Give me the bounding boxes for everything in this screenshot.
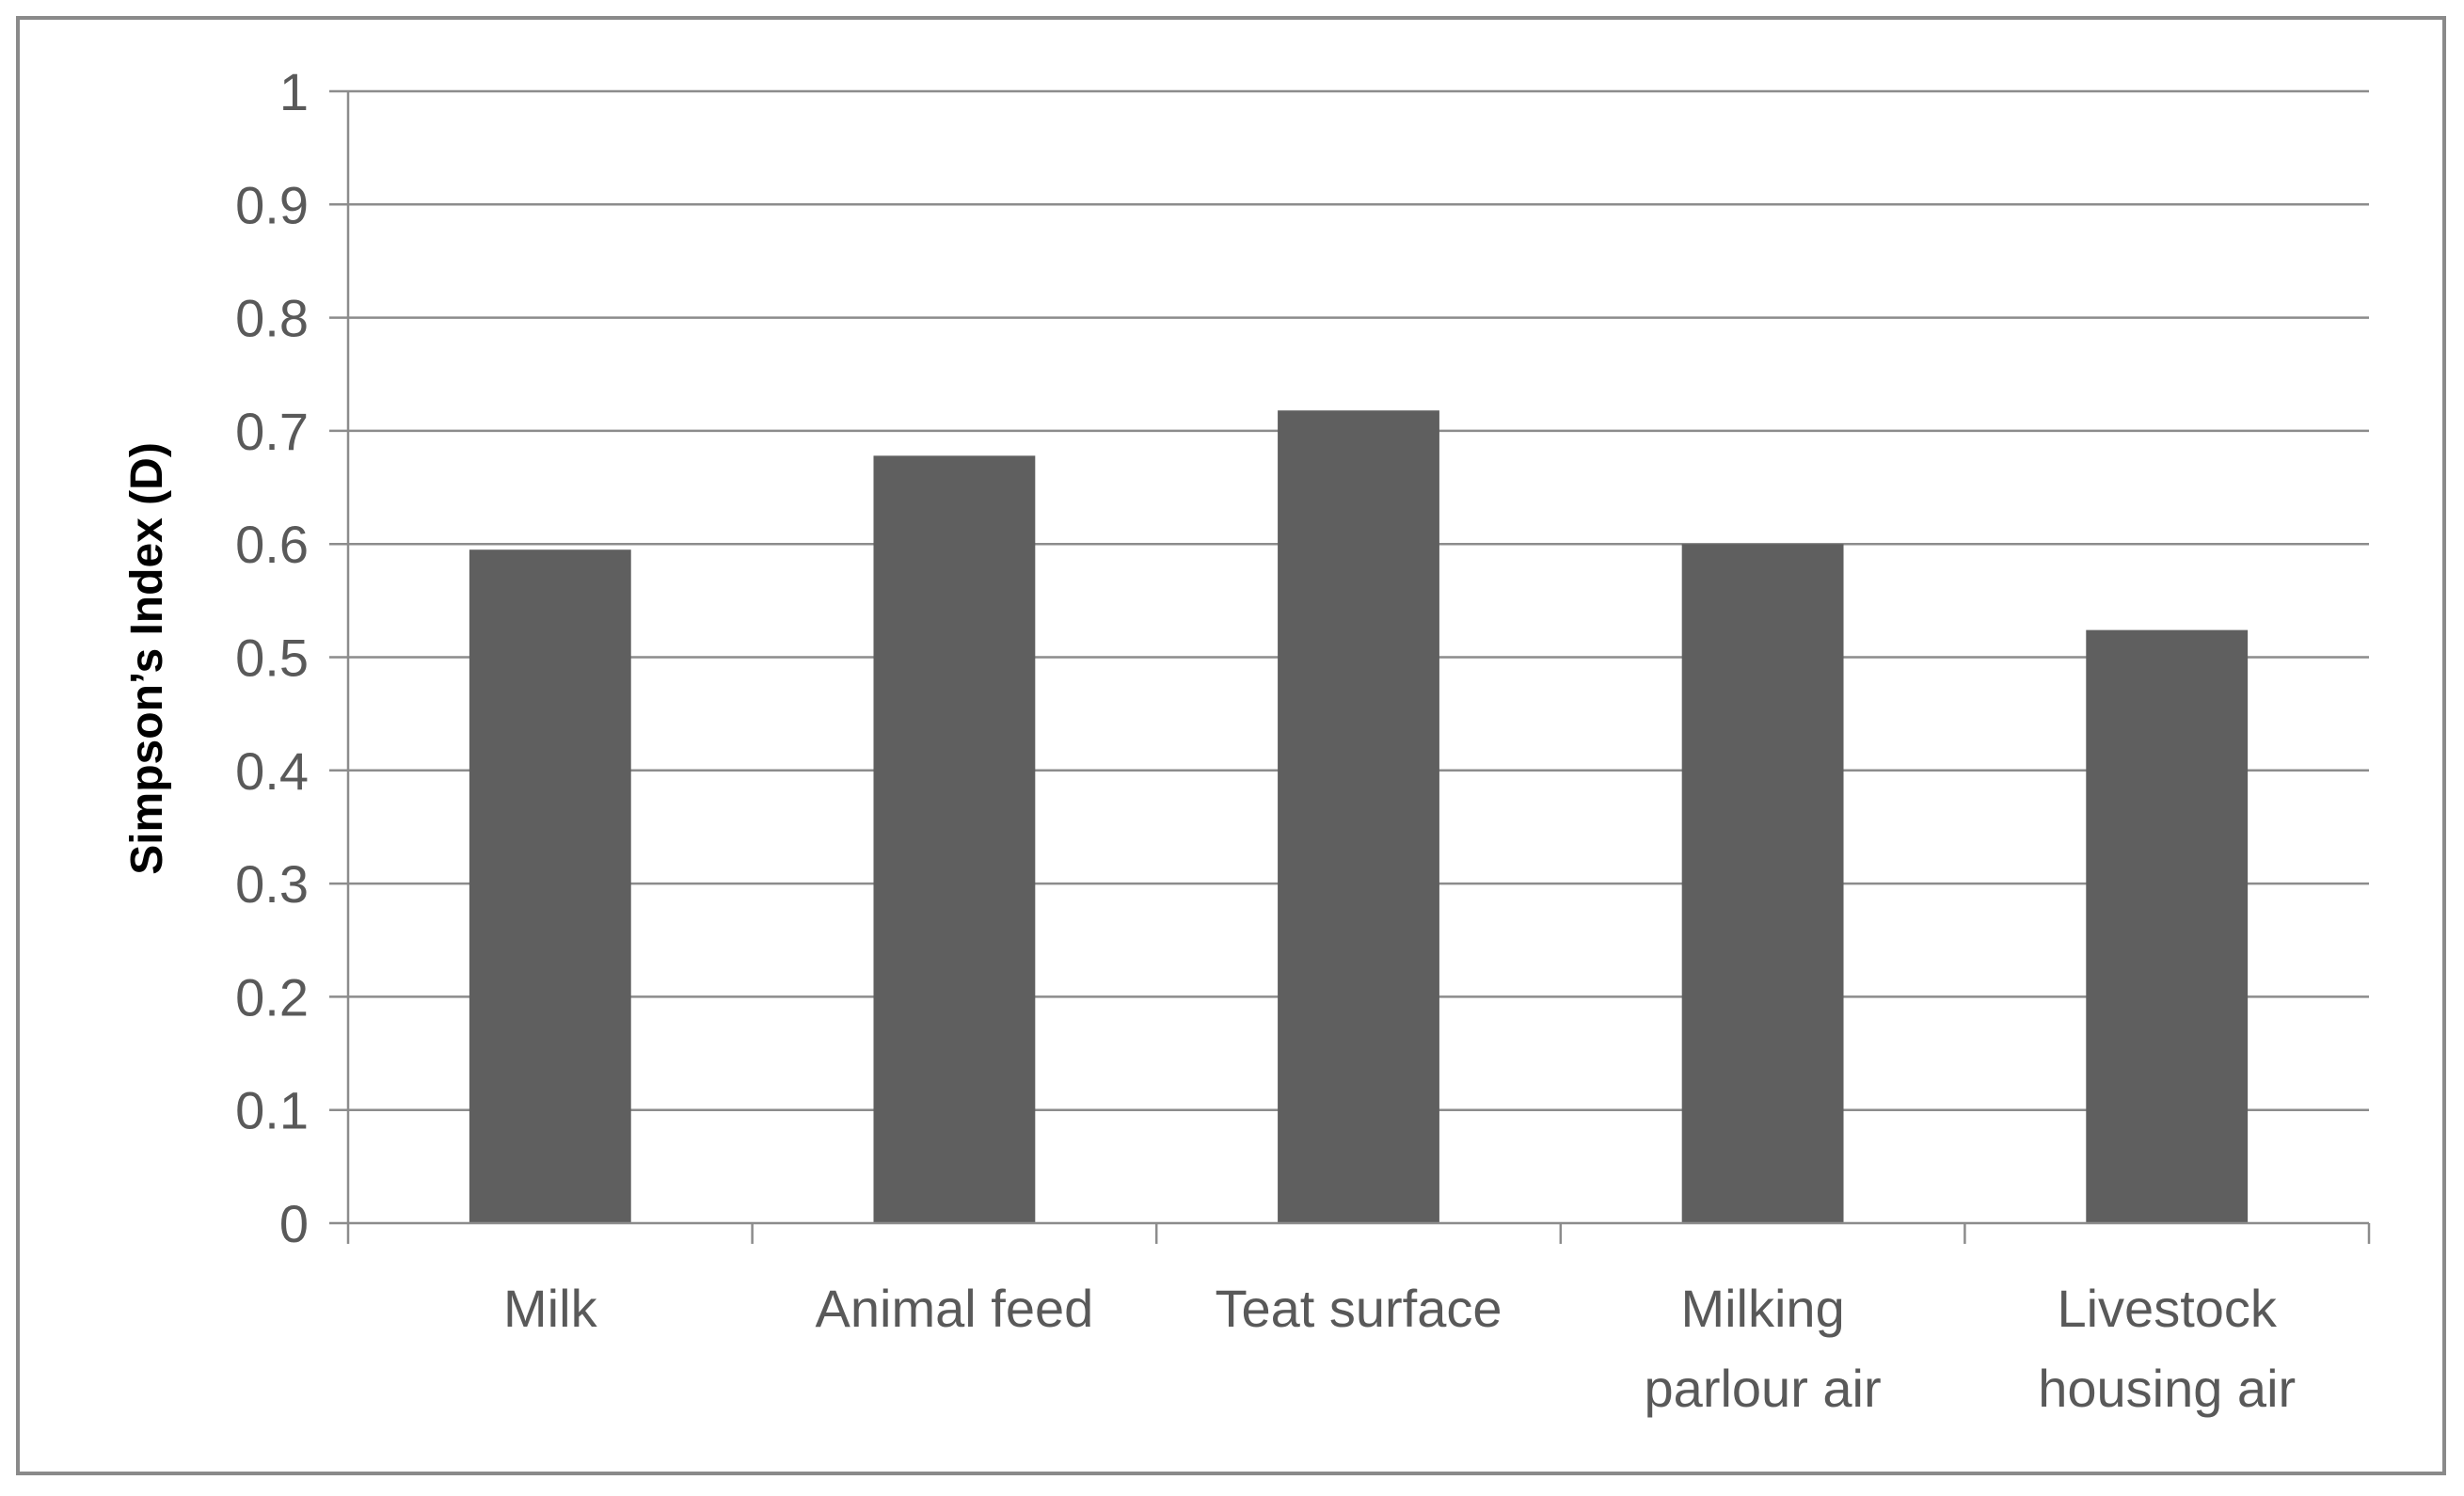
bar xyxy=(1681,544,1844,1223)
y-tick-label: 0.8 xyxy=(235,289,309,348)
x-tick-label: Milk xyxy=(503,1279,598,1338)
bar xyxy=(469,549,631,1223)
x-tick-label: Milking parlour air xyxy=(1645,1279,1882,1418)
x-tick-labels: Milk Animal feed Teat surface Milking parlou… xyxy=(503,1279,2296,1418)
y-axis-title: Simpson’s Index (D) xyxy=(122,442,172,875)
bar xyxy=(873,455,1036,1224)
gridlines xyxy=(348,89,2369,1111)
y-tick-label: 0.1 xyxy=(235,1081,309,1140)
y-tick-label: 0.9 xyxy=(235,175,309,234)
x-tick-label-line: Teat surface xyxy=(1215,1279,1502,1338)
bar xyxy=(2086,629,2249,1223)
y-tick-labels: 0 0.1 0.2 0.3 0.4 0.5 0.6 0.7 0.8 0.9 1 xyxy=(235,62,309,1253)
x-tick-label: Livestock housing air xyxy=(2038,1279,2296,1418)
x-tick-label-line: housing air xyxy=(2038,1359,2296,1418)
x-tick-label-line: Milking xyxy=(1680,1279,1844,1338)
y-tick-label: 0.6 xyxy=(235,515,309,574)
x-tick-label-line: Animal feed xyxy=(816,1279,1094,1338)
y-tick-label: 0.5 xyxy=(235,629,309,688)
y-tick-label: 0.7 xyxy=(235,402,309,461)
y-tick-label: 0.2 xyxy=(235,967,309,1027)
x-tick-label-line: Livestock xyxy=(2057,1279,2277,1338)
y-tick-label: 0.4 xyxy=(235,741,309,801)
axes xyxy=(329,89,2371,1244)
x-tick-label-line: parlour air xyxy=(1645,1359,1882,1418)
x-tick-label: Animal feed xyxy=(816,1279,1094,1338)
bars xyxy=(469,410,2249,1224)
y-tick-label: 0 xyxy=(279,1194,309,1253)
chart-frame xyxy=(16,16,2446,1475)
y-tick-label: 0.3 xyxy=(235,854,309,914)
y-tick-label: 1 xyxy=(279,62,309,121)
x-tick-label: Teat surface xyxy=(1215,1279,1502,1338)
x-tick-label-line: Milk xyxy=(503,1279,598,1338)
bar xyxy=(1278,410,1439,1224)
